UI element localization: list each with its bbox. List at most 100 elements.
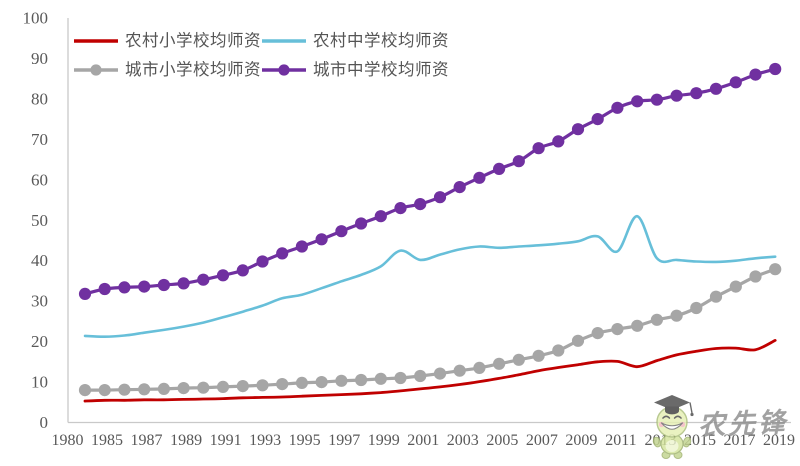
data-point-marker-2 [631,319,644,332]
data-point-marker-3 [414,198,427,211]
legend-label-urban-primary: 城市小学校均师资 [125,60,261,79]
x-tick-label: 1980 [52,432,84,449]
data-point-marker-2 [414,369,427,383]
x-tick-label: 2019 [763,432,795,449]
data-point-marker-2 [571,334,585,347]
data-point-marker-3 [631,95,644,108]
legend-label-urban-secondary: 城市中学校均师资 [313,60,449,79]
legend-swatch-rural-secondary-line [262,39,306,43]
data-point-marker-2 [197,381,210,394]
data-point-marker-2 [355,373,368,387]
legend-item-urban-primary: 城市小学校均师资 [73,59,261,81]
data-point-marker-3 [256,255,269,268]
data-point-marker-3 [591,113,604,126]
y-tick-label: 0 [40,413,49,432]
data-point-marker-2 [433,367,447,380]
legend-swatch-urban-primary-line-dot [74,64,118,76]
data-point-marker-2 [138,383,151,396]
data-point-marker-3 [493,162,506,175]
data-point-marker-2 [690,301,703,315]
y-tick-label: 20 [31,332,48,351]
data-point-marker-3 [78,287,92,300]
y-tick-label: 10 [31,373,48,392]
data-point-marker-3 [197,273,210,286]
x-tick-label: 1999 [368,432,400,449]
data-point-marker-3 [709,82,723,95]
legend-label-rural-secondary: 农村中学校均师资 [313,31,449,50]
data-point-marker-3 [335,225,348,238]
data-point-marker-2 [493,357,506,370]
data-point-marker-3 [749,68,762,81]
data-point-marker-3 [315,233,328,246]
data-point-marker-3 [690,87,703,100]
x-tick-label: 2009 [565,432,597,449]
x-tick-label: 2005 [486,432,518,449]
x-tick-label: 2011 [605,432,636,449]
legend-swatch-rural-primary-line [74,39,118,43]
data-point-marker-3 [138,280,151,293]
data-point-marker-3 [611,101,624,114]
legend-label-rural-primary: 农村小学校均师资 [125,31,261,50]
data-point-marker-2 [769,263,782,276]
y-tick-label: 50 [31,211,48,230]
chart-legend: 农村小学校均师资 农村中学校均师资 城市小学校均师资 城市中学校均师资 [73,30,493,81]
data-point-marker-2 [276,378,289,391]
data-point-marker-2 [295,376,308,389]
legend-swatch-urban-secondary-line-dot [262,64,306,76]
data-point-marker-3 [157,278,170,292]
data-point-marker-2 [394,371,407,385]
data-point-marker-2 [473,361,486,374]
data-point-marker-2 [256,379,269,392]
legend-item-urban-secondary: 城市中学校均师资 [261,59,471,81]
data-point-marker-2 [591,327,604,340]
x-tick-label: 2001 [407,432,439,449]
data-point-marker-3 [236,264,249,277]
data-point-marker-3 [216,269,230,282]
data-point-marker-2 [532,349,545,362]
data-point-marker-2 [374,372,387,385]
y-tick-label: 100 [23,9,49,28]
x-tick-label: 1993 [249,432,281,449]
data-point-marker-2 [216,380,230,393]
y-tick-label: 30 [31,292,48,311]
data-point-marker-2 [512,353,525,366]
data-point-marker-2 [335,374,348,387]
series-line-1 [83,214,777,339]
x-tick-label: 1997 [328,432,360,449]
graduate-smiley-mascot-icon [652,395,694,459]
series-line-2 [83,267,777,392]
data-point-marker-3 [177,277,190,290]
y-tick-label: 60 [31,170,48,189]
data-point-marker-3 [453,181,466,194]
x-tick-label: 1995 [289,432,321,449]
data-point-marker-3 [729,76,742,89]
series-line-0 [83,339,777,403]
x-tick-label: 2007 [526,432,558,449]
data-point-marker-2 [611,323,624,336]
data-point-marker-3 [650,93,664,106]
legend-item-rural-secondary: 农村中学校均师资 [261,30,471,52]
data-point-marker-2 [552,344,565,357]
legend-item-rural-primary: 农村小学校均师资 [73,30,261,52]
data-point-marker-2 [98,384,111,397]
data-point-marker-3 [433,191,447,204]
data-point-marker-2 [315,376,328,389]
data-point-marker-3 [98,282,111,296]
y-tick-label: 80 [31,89,48,108]
y-tick-label: 40 [31,251,48,270]
x-tick-label: 2003 [447,432,479,449]
data-point-marker-3 [276,247,289,260]
watermark-text: 农先锋 [697,407,789,441]
x-tick-label: 1991 [210,432,242,449]
data-point-marker-3 [473,171,486,184]
data-point-marker-2 [650,313,664,326]
data-point-marker-2 [118,383,131,396]
data-point-marker-3 [374,210,387,223]
data-point-marker-3 [769,62,782,76]
x-tick-label: 1989 [170,432,202,449]
y-tick-label: 90 [31,49,48,68]
data-point-marker-2 [78,384,92,397]
x-tick-label: 1985 [91,432,123,449]
